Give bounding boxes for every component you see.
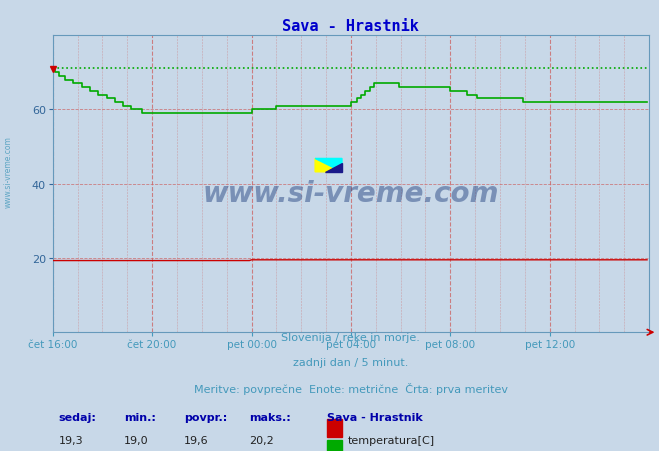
Bar: [327, 419, 342, 437]
Polygon shape: [315, 159, 342, 172]
Text: Sava - Hrastnik: Sava - Hrastnik: [327, 412, 423, 422]
Polygon shape: [315, 159, 342, 172]
Text: temperatura[C]: temperatura[C]: [348, 435, 435, 445]
Text: 19,3: 19,3: [59, 435, 83, 445]
Text: www.si-vreme.com: www.si-vreme.com: [203, 179, 499, 207]
Text: www.si-vreme.com: www.si-vreme.com: [3, 135, 13, 207]
Text: sedaj:: sedaj:: [59, 412, 97, 422]
Text: Slovenija / reke in morje.: Slovenija / reke in morje.: [281, 332, 420, 342]
Text: 19,0: 19,0: [125, 435, 149, 445]
Title: Sava - Hrastnik: Sava - Hrastnik: [283, 18, 419, 33]
Text: maks.:: maks.:: [250, 412, 291, 422]
Bar: [327, 440, 342, 451]
Text: 19,6: 19,6: [184, 435, 208, 445]
Text: min.:: min.:: [125, 412, 156, 422]
Text: 20,2: 20,2: [250, 435, 274, 445]
Text: zadnji dan / 5 minut.: zadnji dan / 5 minut.: [293, 358, 409, 368]
Text: Meritve: povprečne  Enote: metrične  Črta: prva meritev: Meritve: povprečne Enote: metrične Črta:…: [194, 382, 508, 395]
Text: povpr.:: povpr.:: [184, 412, 227, 422]
Polygon shape: [324, 164, 342, 172]
